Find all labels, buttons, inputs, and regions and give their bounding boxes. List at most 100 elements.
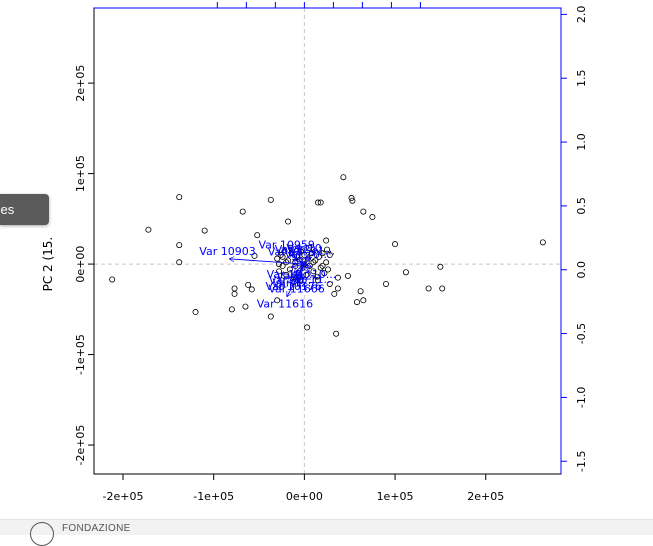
data-point xyxy=(283,271,290,278)
y-tick-label: 2e+05 xyxy=(74,65,87,102)
data-point xyxy=(251,252,258,259)
loading-label: Var 11666 xyxy=(268,282,324,295)
data-point xyxy=(324,246,331,253)
data-point xyxy=(285,218,292,225)
data-point xyxy=(281,248,288,255)
data-point xyxy=(326,252,333,259)
y-tick-label: 1e+05 xyxy=(74,155,87,192)
y-tick-label: -2e+05 xyxy=(74,425,87,466)
data-point xyxy=(254,232,261,239)
loading-label: Var 11... xyxy=(288,273,334,286)
data-point xyxy=(231,285,238,292)
data-point xyxy=(239,208,246,215)
data-point xyxy=(314,199,321,206)
data-point xyxy=(279,253,286,260)
data-point xyxy=(319,262,326,269)
data-point xyxy=(274,255,281,262)
data-point xyxy=(109,276,116,283)
data-point xyxy=(334,285,341,292)
data-point xyxy=(277,252,284,259)
data-point xyxy=(314,277,321,284)
data-point xyxy=(326,280,333,287)
data-point xyxy=(312,248,319,255)
data-point xyxy=(315,253,322,260)
data-point xyxy=(267,196,274,203)
data-point xyxy=(348,195,355,202)
data-point xyxy=(321,270,328,277)
right-tick-label: 1.5 xyxy=(575,69,588,87)
footer-bar: FONDAZIONE xyxy=(0,519,653,546)
data-point xyxy=(279,262,286,269)
loading-label: Var 12... xyxy=(272,277,318,290)
data-point xyxy=(201,227,208,234)
loading-label: Var 10959 xyxy=(258,238,314,251)
data-point xyxy=(319,250,326,257)
data-point xyxy=(369,214,376,221)
data-point xyxy=(176,259,183,266)
data-point xyxy=(176,194,183,201)
loading-label: Var 11616 xyxy=(257,298,313,311)
data-point xyxy=(349,197,356,204)
loading-label: Var 10... xyxy=(267,268,313,281)
data-point xyxy=(437,263,444,270)
right-tick-label: 0.5 xyxy=(575,197,588,215)
data-point xyxy=(360,208,367,215)
data-point xyxy=(275,261,282,268)
loading-label: Var 10... xyxy=(285,248,331,261)
x-tick-label: -2e+05 xyxy=(103,490,144,503)
data-point xyxy=(310,268,317,275)
data-point xyxy=(275,268,282,275)
data-point xyxy=(287,244,294,251)
data-point xyxy=(278,283,285,290)
data-point xyxy=(317,264,324,271)
y-tick-label: 0e+00 xyxy=(74,246,87,283)
data-point xyxy=(323,259,330,266)
data-point xyxy=(333,330,340,337)
right-tick-label: -1.5 xyxy=(575,450,588,471)
data-point xyxy=(357,288,364,295)
x-tick-label: 0e+00 xyxy=(286,490,323,503)
data-point xyxy=(192,309,199,316)
loading-label: Var 12... xyxy=(277,270,323,283)
right-tick-label: -0.5 xyxy=(575,323,588,344)
data-point xyxy=(274,297,281,304)
data-point xyxy=(176,242,183,249)
loading-arrow xyxy=(304,262,305,264)
data-point xyxy=(314,273,321,280)
right-tick-label: 0.0 xyxy=(575,261,588,279)
right-tick-label: 2.0 xyxy=(575,6,588,24)
biplot-chart: -2e+05 -1e+05 0e+00 1e+05 2e+05 -2e+05 -1e+05 0… xyxy=(41,2,588,503)
x-tick-label: 1e+05 xyxy=(377,490,414,503)
data-point xyxy=(539,239,546,246)
data-point xyxy=(317,199,324,206)
data-point xyxy=(286,266,293,273)
data-point xyxy=(340,174,347,181)
right-tick-label: 1.0 xyxy=(575,133,588,151)
data-point xyxy=(231,290,238,297)
x-tick-label: 2e+05 xyxy=(467,490,504,503)
y-tick-label: -1e+05 xyxy=(74,334,87,375)
side-panel-tab-label: ces xyxy=(0,202,15,217)
data-point xyxy=(331,290,338,297)
data-point xyxy=(297,248,304,255)
data-point xyxy=(245,281,252,288)
data-point xyxy=(402,269,409,276)
loading-label: Var 10... xyxy=(286,242,332,255)
data-point xyxy=(145,226,152,233)
loading-label: Var 11... xyxy=(289,244,335,257)
loading-label: Var 11... xyxy=(268,245,314,258)
side-panel-tab[interactable]: ces xyxy=(0,194,49,225)
data-point xyxy=(248,286,255,293)
data-point xyxy=(334,274,341,281)
foundation-logo xyxy=(30,522,54,546)
data-point xyxy=(304,324,311,331)
data-point xyxy=(312,257,319,264)
data-point xyxy=(344,272,351,279)
y-axis-title: PC 2 (15. xyxy=(41,237,55,292)
data-point xyxy=(360,297,367,304)
data-point xyxy=(305,244,312,251)
data-point xyxy=(323,237,330,244)
loading-label: Var 12... xyxy=(275,243,321,256)
footer-text: FONDAZIONE xyxy=(62,523,131,534)
data-point xyxy=(392,241,399,248)
